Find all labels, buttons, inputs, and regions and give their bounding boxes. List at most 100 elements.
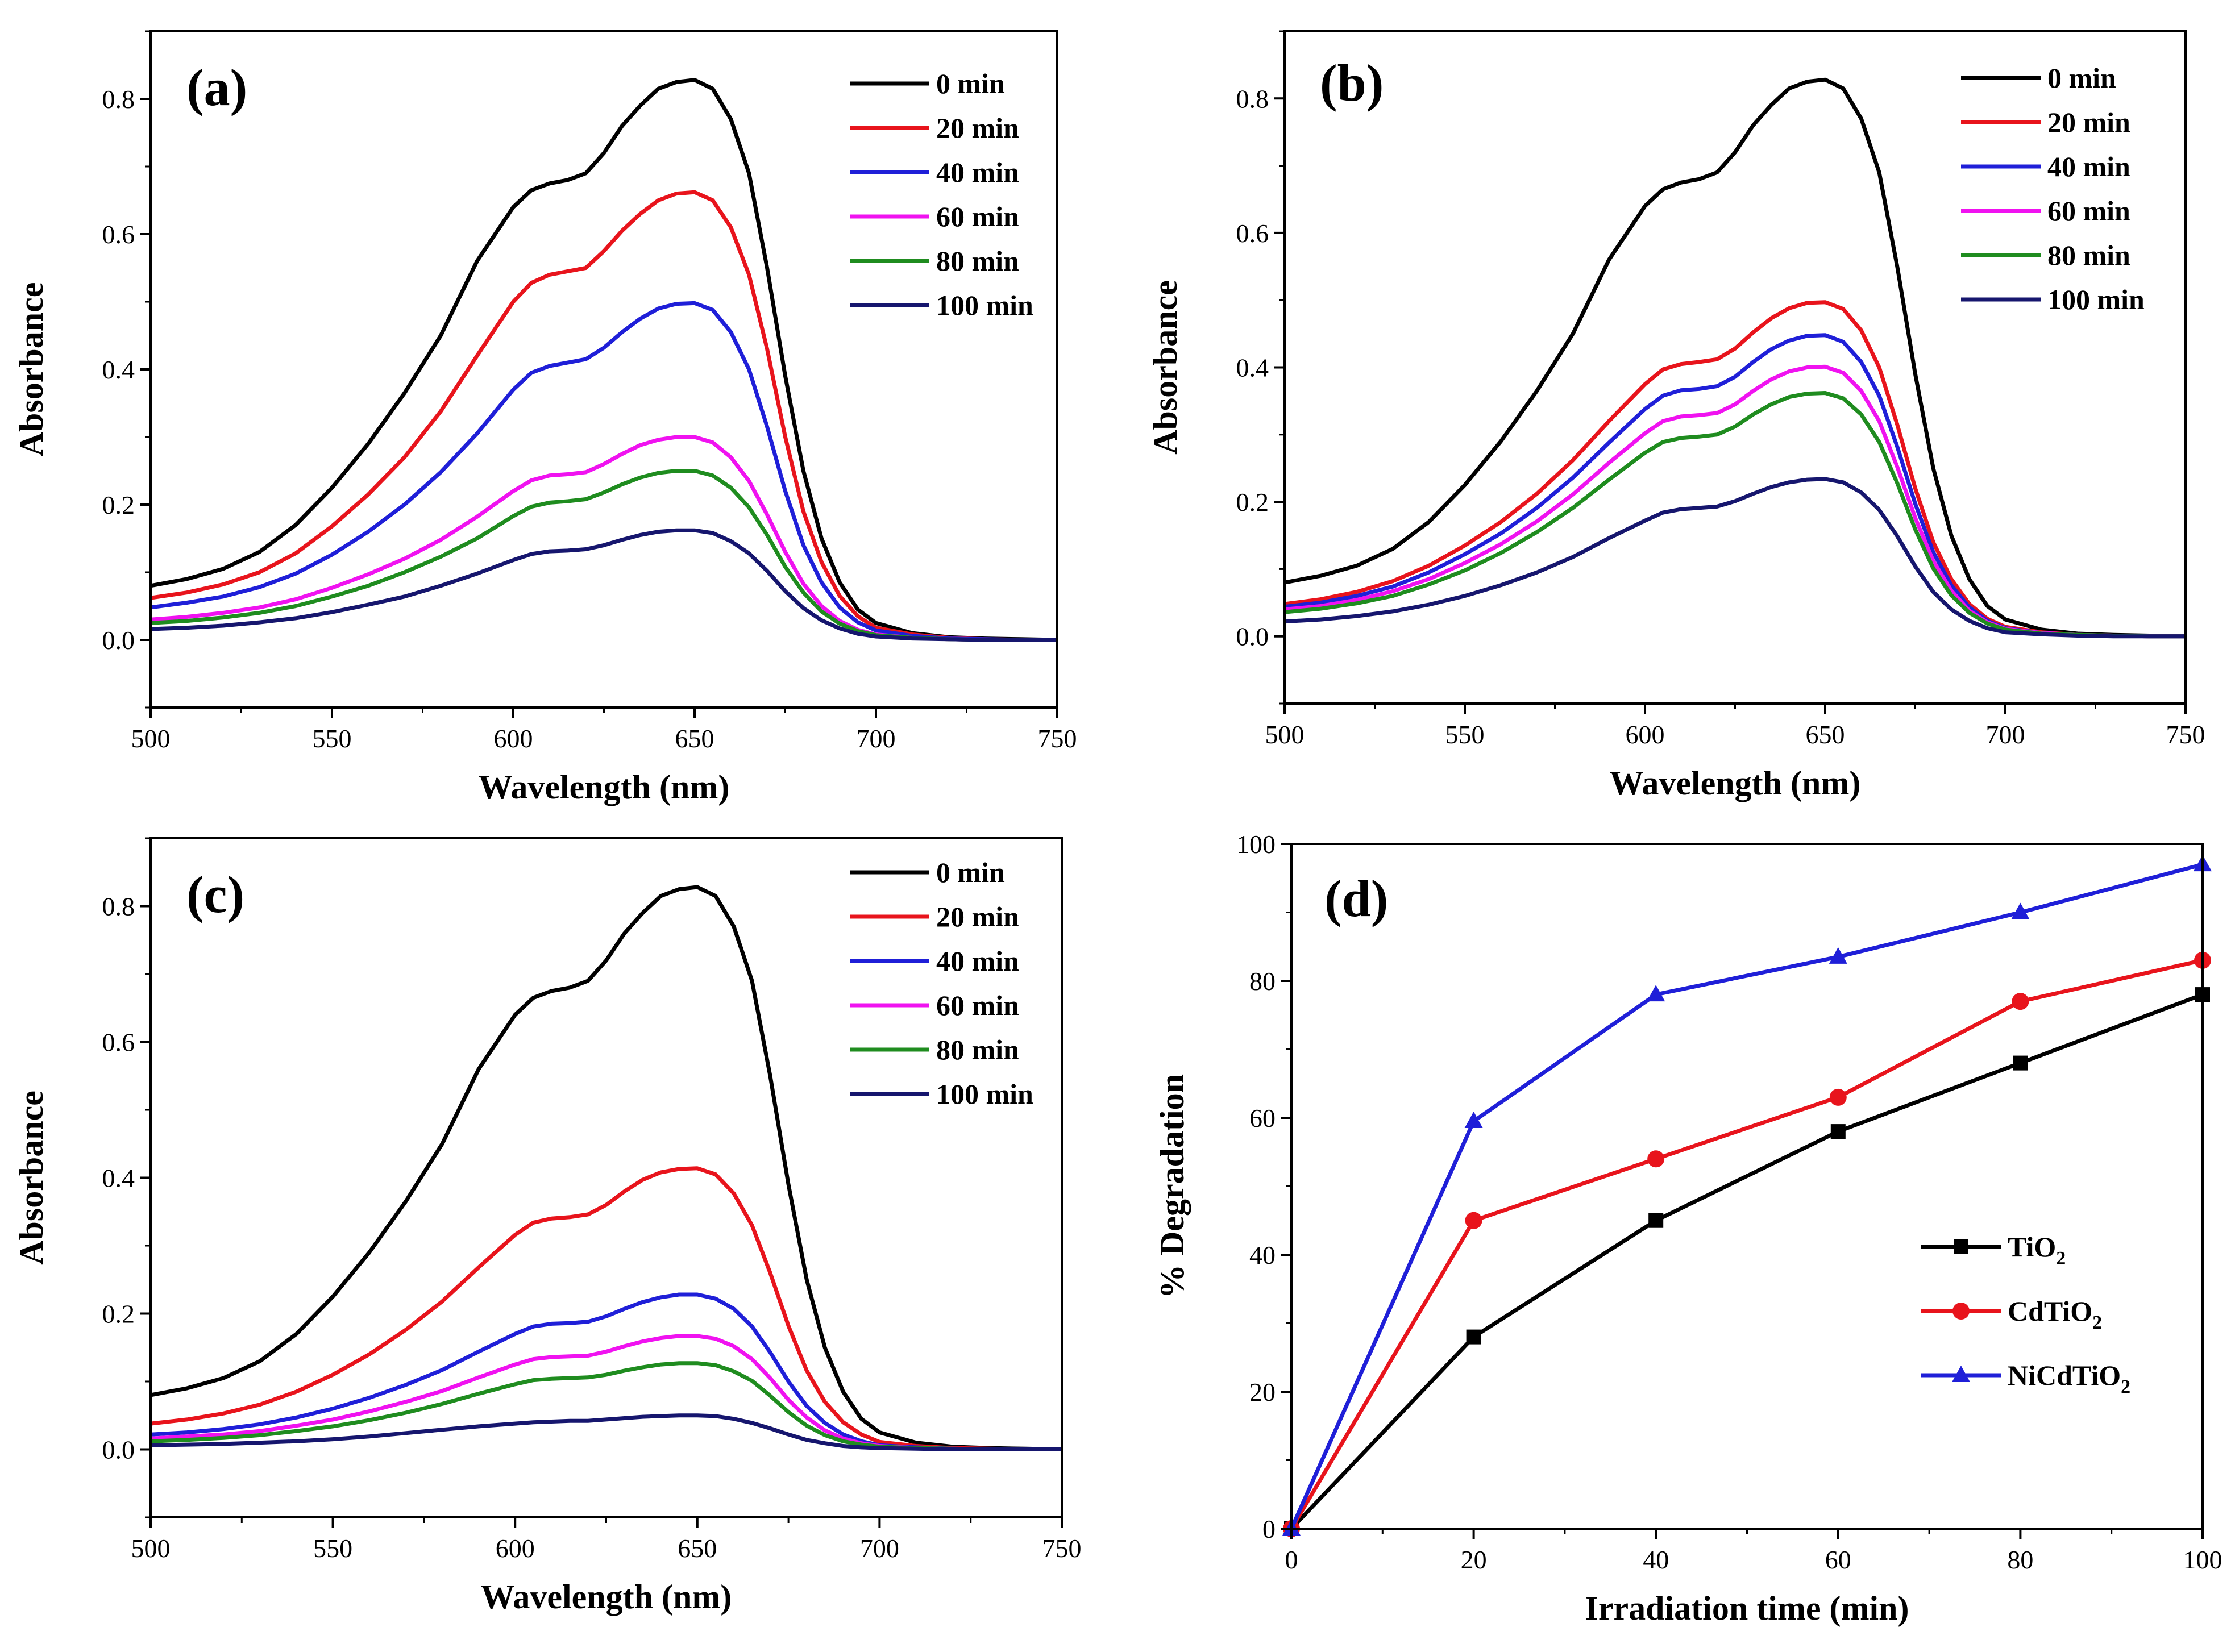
y-tick-label: 80 — [1249, 967, 1276, 996]
y-tick-label: 0.4 — [102, 355, 135, 384]
data-point-d-0-1 — [1466, 1329, 1481, 1345]
legend-label: CdTiO2 — [2008, 1295, 2102, 1333]
legend-label: 60 min — [936, 201, 1019, 232]
data-point-d-1-1 — [1465, 1212, 1482, 1229]
y-tick-label: 0.4 — [1236, 353, 1269, 382]
data-point-d-2-2 — [1647, 985, 1665, 1002]
y-tick-label: 0.6 — [102, 1028, 135, 1057]
series-line-c-5 — [151, 1413, 1062, 1451]
legend-label: 0 min — [936, 68, 1005, 99]
series-line-c-1 — [151, 1166, 1062, 1451]
y-tick-label: 0.8 — [102, 85, 135, 114]
legend-label: 80 min — [936, 245, 1019, 277]
legend-label: 40 min — [936, 945, 1019, 977]
chart-a: 500 550 600 650 700 750 0.0 0.2 0.4 0.6 0.8 Wavelen… — [13, 30, 1077, 806]
x-tick-label: 550 — [313, 1534, 352, 1563]
y-tick-label: 0.6 — [102, 220, 135, 249]
x-tick-label: 550 — [1445, 720, 1485, 749]
legend-label-subscript: 2 — [2092, 1312, 2102, 1333]
legend-label: 0 min — [936, 856, 1005, 888]
legend-label: 100 min — [936, 1078, 1033, 1110]
y-axis-title: Absorbance — [1146, 280, 1184, 455]
x-axis-title: Wavelength (nm) — [479, 768, 730, 806]
x-tick-label: 40 — [1643, 1545, 1669, 1574]
legend: 0 min 20 min 40 min 60 min 80 min 100 min — [850, 856, 1033, 1110]
y-axis-title: Absorbance — [13, 1091, 50, 1265]
x-tick-label: 500 — [131, 1534, 171, 1563]
legend-marker — [1954, 1239, 1968, 1254]
x-axis-title: Wavelength (nm) — [481, 1578, 732, 1616]
chart-c: 500 550 600 650 700 750 0.0 0.2 0.4 0.6 0.8 Wavelen… — [13, 837, 1082, 1616]
panel-label: (d) — [1324, 869, 1388, 927]
y-tick-label: 0.8 — [102, 892, 135, 921]
y-axis-title: % Degradation — [1153, 1074, 1191, 1299]
x-tick-label: 600 — [1626, 720, 1665, 749]
y-tick-label: 0.0 — [1236, 622, 1269, 651]
x-tick-label: 700 — [857, 724, 896, 753]
legend-label: 20 min — [936, 112, 1019, 144]
legend-label-base: CdTiO — [2008, 1295, 2092, 1327]
series-line-a-0 — [151, 78, 1057, 642]
data-point-d-0-3 — [1830, 1124, 1846, 1139]
data-point-d-2-1 — [1464, 1112, 1483, 1129]
panel-label: (b) — [1320, 54, 1384, 112]
data-point-d-1-4 — [2012, 993, 2029, 1010]
legend-label-base: TiO — [2008, 1231, 2056, 1263]
x-tick-label: 20 — [1461, 1545, 1487, 1574]
y-tick-label: 0 — [1262, 1514, 1276, 1543]
y-tick-label: 0.2 — [102, 1300, 135, 1329]
y-tick-label: 0.2 — [102, 490, 135, 519]
x-tick-label: 750 — [2166, 720, 2205, 749]
series-line-b-5 — [1285, 477, 2186, 639]
legend-marker — [1952, 1303, 1970, 1320]
y-tick-label: 20 — [1249, 1378, 1276, 1407]
data-point-d-2-4 — [2011, 902, 2030, 919]
y-tick-label: 0.2 — [1236, 488, 1269, 517]
panel-label: (a) — [186, 59, 247, 116]
panel-label: (c) — [186, 865, 244, 923]
legend-label: 100 min — [2047, 284, 2145, 315]
x-tick-label: 60 — [1825, 1545, 1851, 1574]
chart-b: 500 550 600 650 700 750 0.0 0.2 0.4 0.6 0.8 Wavelen… — [1146, 30, 2205, 802]
y-tick-label: 40 — [1249, 1241, 1276, 1270]
x-tick-label: 700 — [860, 1534, 899, 1563]
y-tick-label: 100 — [1236, 830, 1276, 859]
series-line-d-2 — [1291, 862, 2203, 1529]
data-point-d-0-2 — [1648, 1213, 1664, 1228]
data-point-d-0-4 — [2013, 1055, 2028, 1071]
series-line-a-4 — [151, 469, 1057, 642]
x-tick-label: 0 — [1285, 1545, 1298, 1574]
legend-label-base: NiCdTiO — [2008, 1359, 2121, 1391]
series-line-d-0 — [1291, 992, 2203, 1529]
legend-label-subscript: 2 — [2056, 1248, 2066, 1269]
data-point-d-1-3 — [1829, 1088, 1847, 1106]
x-tick-label: 700 — [1986, 720, 2025, 749]
data-point-d-2-3 — [1829, 947, 1847, 964]
legend-label: NiCdTiO2 — [2008, 1359, 2130, 1397]
x-tick-label: 750 — [1038, 724, 1077, 753]
x-tick-label: 600 — [496, 1534, 535, 1563]
legend: 0 min 20 min 40 min 60 min 80 min 100 min — [1961, 62, 2145, 315]
x-tick-label: 600 — [494, 724, 533, 753]
legend-label: 80 min — [936, 1034, 1019, 1066]
x-tick-label: 100 — [2183, 1545, 2222, 1574]
chart-d: 0 20 40 60 80 100 0 20 40 60 80 100 Irradiation time… — [1153, 830, 2222, 1627]
series-line-b-0 — [1285, 77, 2186, 639]
legend-label: 20 min — [2047, 106, 2130, 138]
legend-label: TiO2 — [2008, 1231, 2066, 1269]
series-line-a-2 — [151, 301, 1057, 642]
legend-label: 40 min — [2047, 151, 2130, 182]
legend: 0 min 20 min 40 min 60 min 80 min 100 min — [850, 68, 1033, 321]
legend-label: 20 min — [936, 901, 1019, 933]
data-point-d-1-2 — [1647, 1150, 1665, 1168]
x-tick-label: 80 — [2007, 1545, 2033, 1574]
y-tick-label: 0.0 — [102, 626, 135, 655]
x-tick-label: 650 — [678, 1534, 717, 1563]
x-tick-label: 500 — [131, 724, 171, 753]
x-axis-title: Irradiation time (min) — [1585, 1589, 1909, 1627]
legend-label: 60 min — [2047, 195, 2130, 227]
series-line-a-1 — [151, 190, 1057, 642]
series-line-a-5 — [151, 528, 1057, 642]
